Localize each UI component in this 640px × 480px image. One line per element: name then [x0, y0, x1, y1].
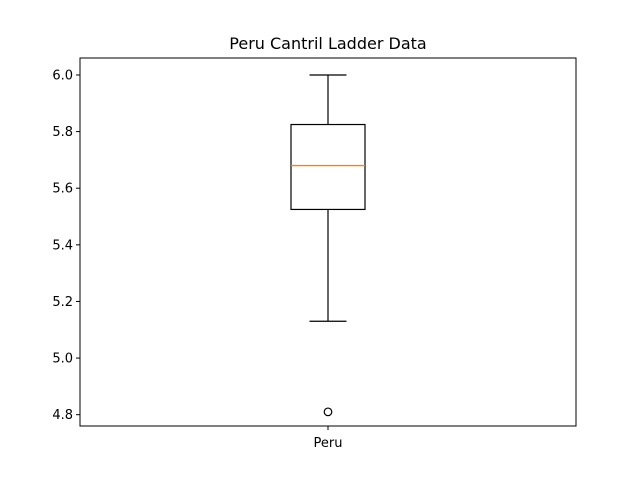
y-tick-label: 5.6	[52, 182, 73, 197]
y-tick-label: 6.0	[52, 68, 73, 83]
x-tick-label: Peru	[314, 436, 343, 451]
axes-frame	[79, 57, 577, 427]
y-tick-label: 5.8	[52, 125, 73, 140]
y-tick-label: 5.4	[52, 238, 73, 253]
plot-area: 4.8 5.0 5.2 5.4 5.6 5.8 6.0 Peru	[52, 68, 366, 451]
y-tick-label: 5.0	[52, 352, 73, 367]
y-tick-label: 4.8	[52, 408, 73, 423]
y-tick-label: 5.2	[52, 295, 73, 310]
iqr-box	[290, 123, 366, 211]
chart-title: Peru Cantril Ladder Data	[229, 34, 426, 53]
outlier-point	[323, 407, 333, 417]
